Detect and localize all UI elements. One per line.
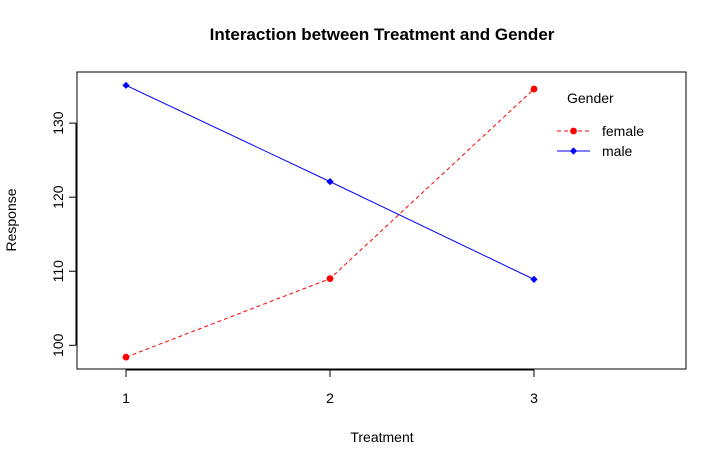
legend-label: female (602, 123, 644, 139)
series-male (122, 81, 538, 283)
plot-area-frame (76, 71, 687, 370)
data-point-male (326, 178, 334, 186)
y-tick-label: 120 (50, 185, 66, 209)
chart-title: Interaction between Treatment and Gender (210, 25, 555, 44)
legend: Gender female male (557, 90, 644, 159)
y-tick-label: 130 (50, 111, 66, 135)
series-layer (122, 81, 538, 361)
legend-title: Gender (567, 90, 614, 106)
y-tick-label: 110 (50, 260, 66, 283)
series-female (122, 85, 538, 361)
x-axis: 1 2 3 (122, 369, 538, 406)
legend-item-male: male (557, 143, 633, 159)
data-point-female (530, 85, 538, 93)
x-tick-label: 1 (122, 390, 130, 406)
x-axis-label: Treatment (350, 429, 413, 445)
data-point-female (326, 275, 334, 283)
legend-item-female: female (557, 123, 644, 139)
y-axis: 100 110 120 130 (50, 111, 77, 357)
legend-marker (569, 147, 578, 155)
series-line-female (125, 88, 535, 358)
legend-marker (570, 127, 577, 135)
y-axis-label: Response (3, 188, 19, 251)
data-point-male (122, 81, 130, 89)
x-tick-label: 3 (530, 390, 538, 406)
data-point-female (122, 353, 130, 361)
data-point-male (530, 275, 538, 283)
x-tick-label: 2 (326, 390, 334, 406)
legend-label: male (602, 143, 633, 159)
y-tick-label: 100 (50, 333, 66, 357)
